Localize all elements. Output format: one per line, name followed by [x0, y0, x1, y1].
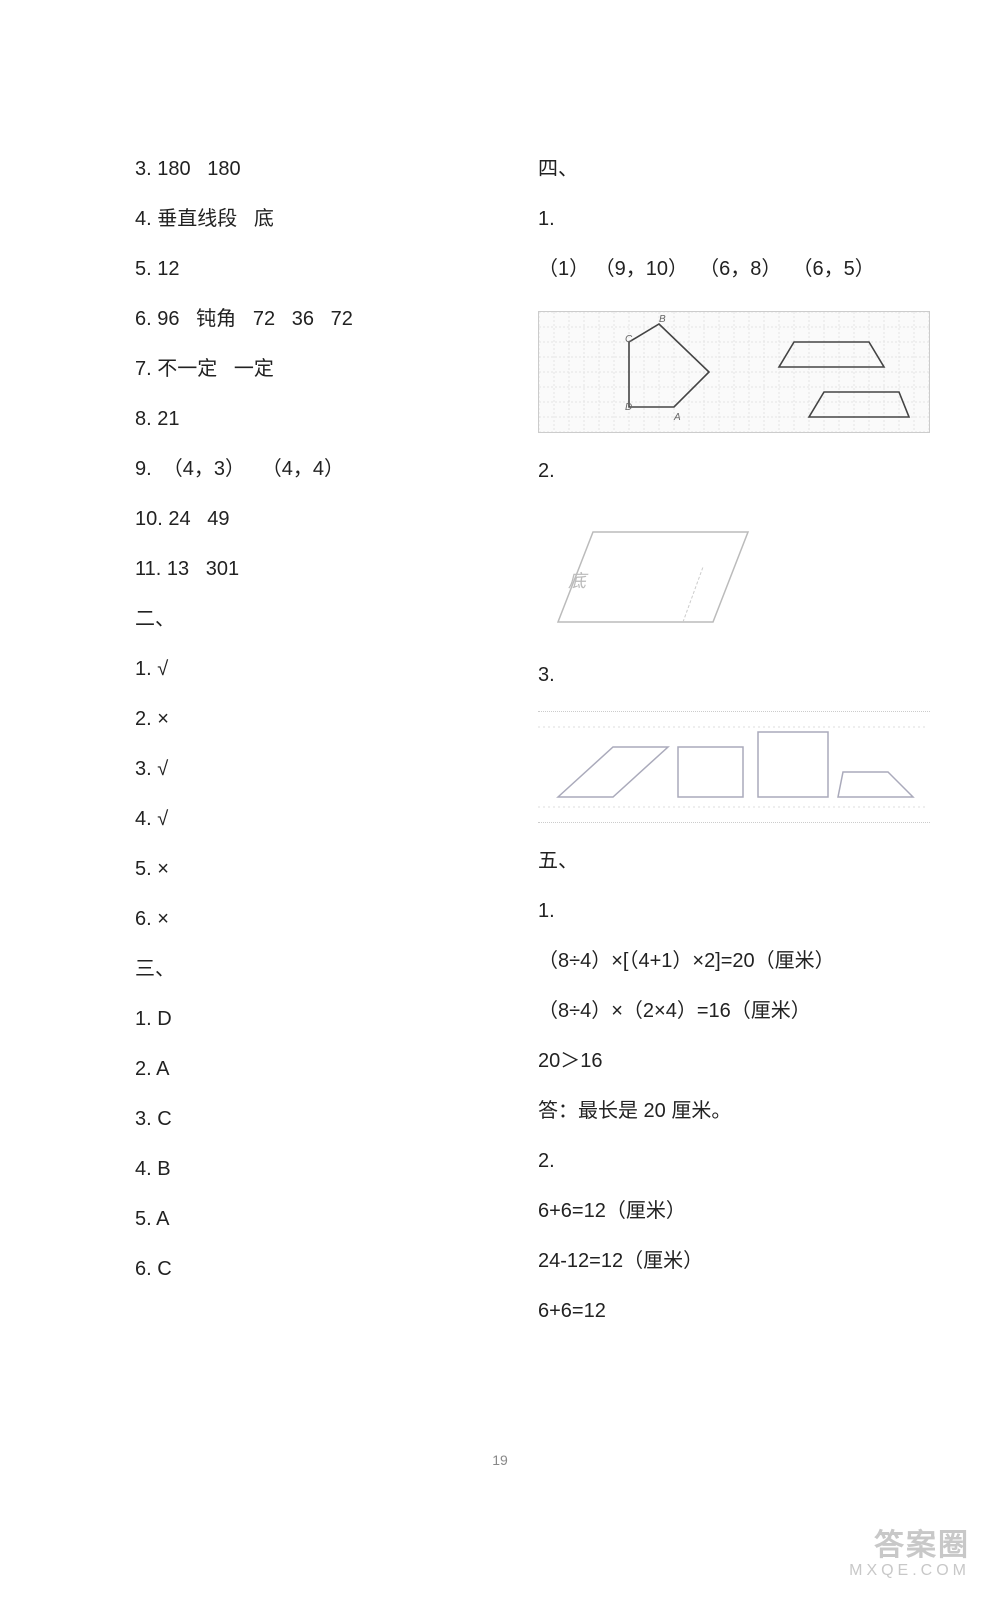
section-5-heading: 五、: [538, 847, 930, 875]
answer-line: 7. 不一定 一定: [135, 355, 458, 383]
calc-line: 答：最长是 20 厘米。: [538, 1097, 930, 1125]
choice-line: 4. B: [135, 1155, 458, 1183]
figure-2-parallelogram: 底: [538, 507, 930, 637]
page-content: 3. 180 180 4. 垂直线段 底 5. 12 6. 96 钝角 72 36 7…: [0, 0, 1000, 1347]
watermark: 答案圈 MXQE.COM: [849, 1529, 970, 1580]
answer-line: 4. 垂直线段 底: [135, 205, 458, 233]
judgement-line: 6. ×: [135, 905, 458, 933]
choice-line: 6. C: [135, 1255, 458, 1283]
right-column: 四、 1. （1） （9，10） （6，8） （6，5） B C D A 2. 底 3…: [538, 155, 930, 1347]
answer-line: 9. （4，3） （4，4）: [135, 455, 458, 483]
answer-line: 5. 12: [135, 255, 458, 283]
calc-line: 6+6=12（厘米）: [538, 1197, 930, 1225]
section-4-heading: 四、: [538, 155, 930, 183]
calc-line: （8÷4）×[（4+1）×2]=20（厘米）: [538, 947, 930, 975]
calc-line: 20＞16: [538, 1047, 930, 1075]
svg-text:D: D: [625, 402, 632, 413]
calc-line: 24-12=12（厘米）: [538, 1247, 930, 1275]
q4-2-heading: 2.: [538, 457, 930, 485]
svg-text:A: A: [673, 412, 681, 423]
figure-1-grid-shapes: B C D A: [538, 311, 930, 433]
choice-line: 1. D: [135, 1005, 458, 1033]
left-column: 3. 180 180 4. 垂直线段 底 5. 12 6. 96 钝角 72 36 7…: [135, 155, 458, 1347]
page-number: 19: [0, 1452, 1000, 1468]
judgement-line: 5. ×: [135, 855, 458, 883]
figure-3-shapes-row: [538, 711, 930, 823]
choice-line: 3. C: [135, 1105, 458, 1133]
watermark-line1: 答案圈: [849, 1529, 970, 1562]
judgement-line: 4. √: [135, 805, 458, 833]
judgement-line: 2. ×: [135, 705, 458, 733]
q4-1-coords: （1） （9，10） （6，8） （6，5）: [538, 255, 930, 283]
q4-3-heading: 3.: [538, 661, 930, 689]
judgement-line: 3. √: [135, 755, 458, 783]
answer-line: 8. 21: [135, 405, 458, 433]
calc-line: （8÷4）×（2×4）=16（厘米）: [538, 997, 930, 1025]
choice-line: 2. A: [135, 1055, 458, 1083]
answer-line: 6. 96 钝角 72 36 72: [135, 305, 458, 333]
watermark-line2: MXQE.COM: [849, 1562, 970, 1580]
calc-line: 6+6=12: [538, 1297, 930, 1325]
choice-line: 5. A: [135, 1205, 458, 1233]
section-2-heading: 二、: [135, 605, 458, 633]
answer-line: 3. 180 180: [135, 155, 458, 183]
judgement-line: 1. √: [135, 655, 458, 683]
q5-2-heading: 2.: [538, 1147, 930, 1175]
svg-text:C: C: [625, 334, 633, 345]
q4-1-heading: 1.: [538, 205, 930, 233]
svg-text:底: 底: [568, 571, 589, 591]
q5-1-heading: 1.: [538, 897, 930, 925]
answer-line: 11. 13 301: [135, 555, 458, 583]
answer-line: 10. 24 49: [135, 505, 458, 533]
svg-text:B: B: [659, 314, 666, 325]
section-3-heading: 三、: [135, 955, 458, 983]
